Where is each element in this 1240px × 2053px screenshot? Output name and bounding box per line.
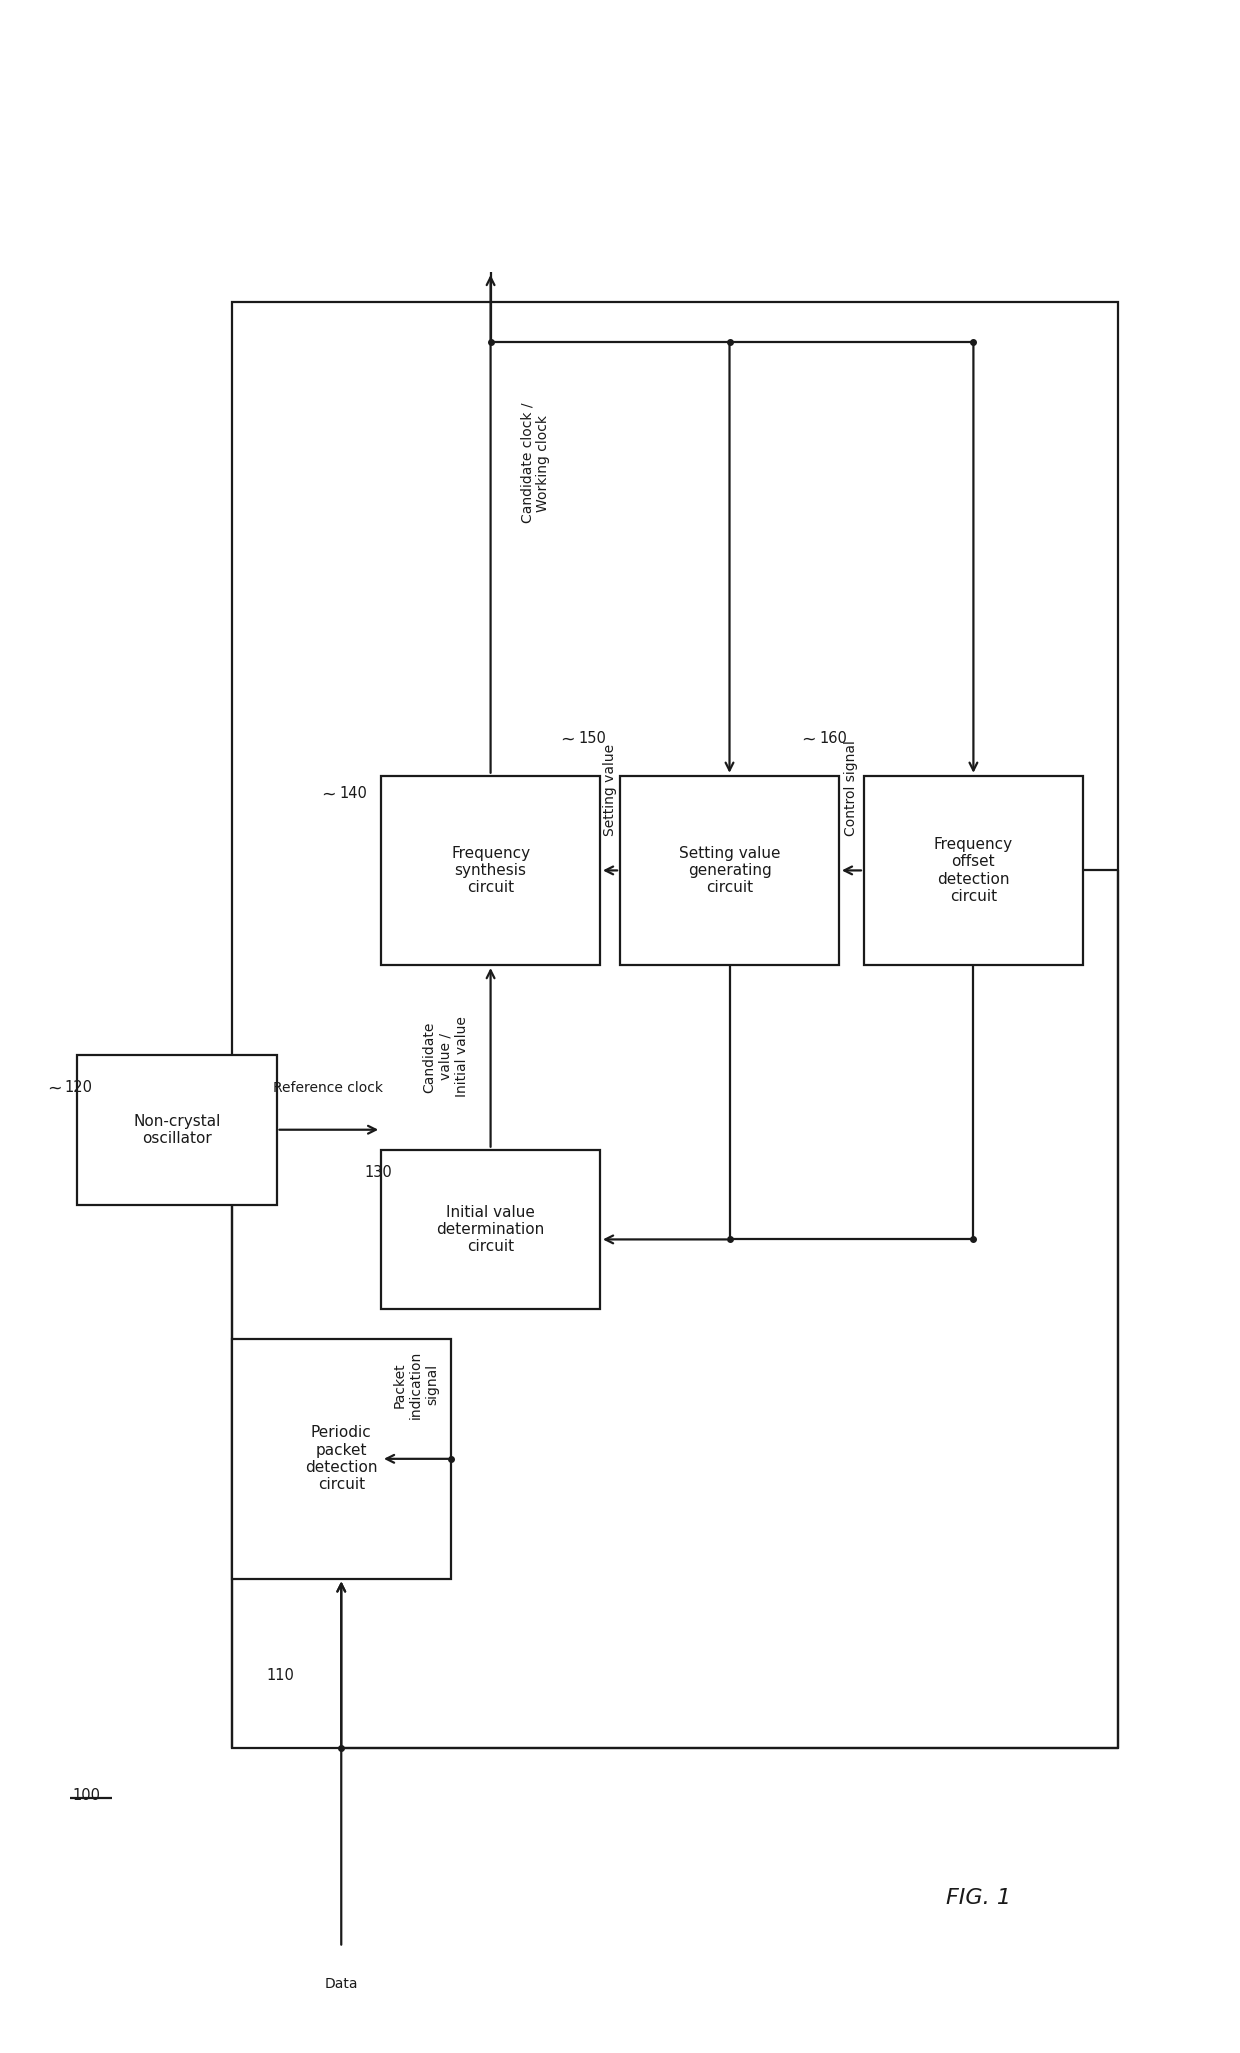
Text: Packet
indication
signal: Packet indication signal — [393, 1351, 439, 1419]
Text: Control signal: Control signal — [844, 739, 858, 836]
Bar — [864, 776, 1083, 965]
Text: Periodic
packet
detection
circuit: Periodic packet detection circuit — [305, 1425, 377, 1493]
Bar — [620, 776, 839, 965]
Text: 140: 140 — [340, 786, 367, 801]
Text: 110: 110 — [267, 1669, 294, 1683]
Text: 100: 100 — [72, 1788, 100, 1803]
Bar — [232, 1339, 451, 1579]
Bar — [381, 776, 600, 965]
Text: Setting value
generating
circuit: Setting value generating circuit — [678, 846, 780, 895]
Text: Candidate
value /
Initial value: Candidate value / Initial value — [423, 1016, 469, 1098]
Bar — [232, 302, 1117, 1747]
Text: 160: 160 — [820, 731, 847, 745]
Bar — [381, 1150, 600, 1310]
Text: FIG. 1: FIG. 1 — [946, 1887, 1011, 1907]
Text: Setting value: Setting value — [603, 743, 618, 836]
Text: Non-crystal
oscillator: Non-crystal oscillator — [134, 1113, 221, 1146]
Text: ~: ~ — [321, 786, 336, 803]
Text: ~: ~ — [560, 731, 575, 749]
Text: Data: Data — [325, 1977, 358, 1991]
Text: Candidate clock /
Working clock: Candidate clock / Working clock — [521, 402, 551, 524]
Text: Frequency
synthesis
circuit: Frequency synthesis circuit — [451, 846, 531, 895]
Text: 130: 130 — [365, 1164, 392, 1180]
Text: 150: 150 — [578, 731, 606, 745]
Text: 120: 120 — [64, 1080, 93, 1094]
Text: ~: ~ — [801, 731, 816, 749]
Bar — [77, 1055, 277, 1205]
Text: Reference clock: Reference clock — [273, 1080, 383, 1094]
Text: Frequency
offset
detection
circuit: Frequency offset detection circuit — [934, 838, 1013, 903]
Text: ~: ~ — [47, 1080, 62, 1098]
Text: Initial value
determination
circuit: Initial value determination circuit — [436, 1205, 544, 1254]
